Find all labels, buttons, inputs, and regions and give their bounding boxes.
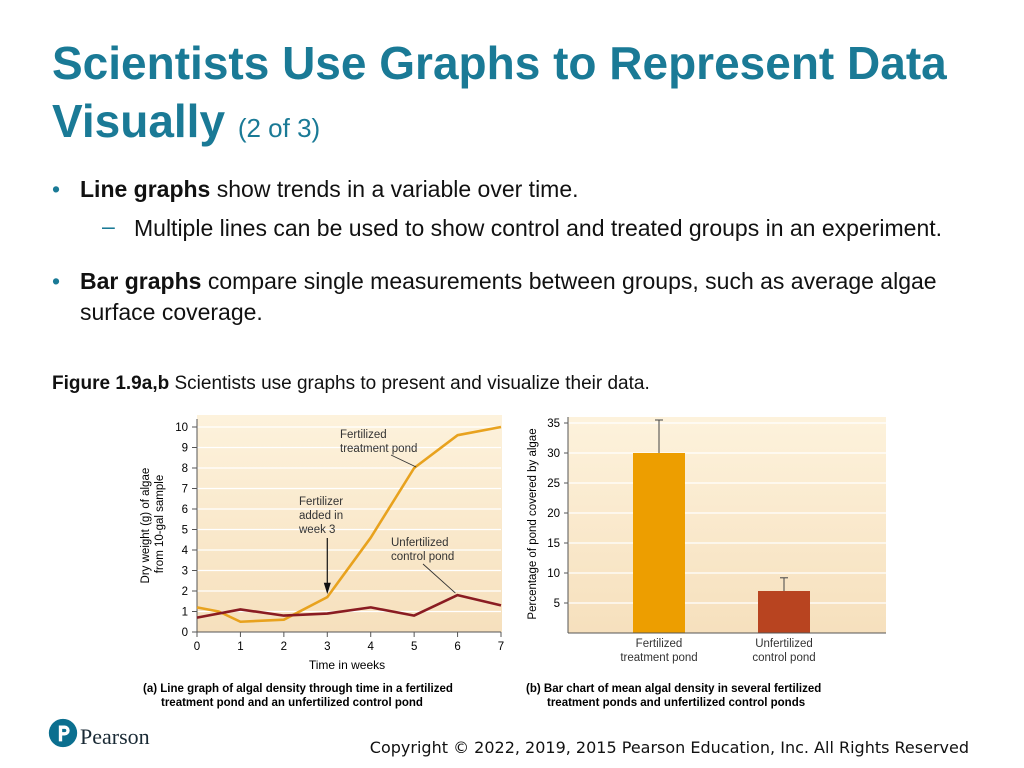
series-line-fertilized xyxy=(196,425,502,624)
pearson-wordmark: Pearson xyxy=(80,724,150,749)
chart-caption: (a) Line graph of algal density through … xyxy=(143,683,456,709)
annotation-line: Fertilizer xyxy=(299,496,343,508)
bullet-term: Line graphs xyxy=(80,176,211,202)
x-tick-label: 3 xyxy=(324,641,330,653)
chart-caption-line: Bar chart of mean algal density in sever… xyxy=(544,683,821,695)
bullet-term: Bar graphs xyxy=(80,268,202,294)
y-tick-label: 20 xyxy=(547,508,560,520)
pearson-logo xyxy=(48,718,78,748)
bullet-marker: • xyxy=(52,268,61,294)
x-tick-label: 0 xyxy=(194,641,200,653)
sub-bullet: – Multiple lines can be used to show cont… xyxy=(52,213,952,244)
y-tick-label: 35 xyxy=(547,418,560,430)
leader-line xyxy=(422,563,456,594)
x-tick-label: 1 xyxy=(237,641,243,653)
series-line-unfertilized xyxy=(196,593,502,619)
y-tick-label: 5 xyxy=(182,525,188,537)
bullet-line-graphs: • Line graphs show trends in a variable o… xyxy=(52,174,952,205)
category-label: Fertilized treatment pond xyxy=(620,638,697,664)
bullet-bar-graphs: • Bar graphs compare single measurements … xyxy=(52,266,952,328)
line-chart: 0 1 2 3 4 5 6 7 8 9 10 0 1 2 3 4 5 6 7 Fertilized treatment… xyxy=(140,415,504,709)
annotation-line: added in xyxy=(299,510,343,522)
sub-bullet-text: Multiple lines can be used to show contr… xyxy=(134,215,943,241)
y-axis-label: Dry weight (g) of algae from 10-gal samp… xyxy=(140,465,166,584)
bar xyxy=(633,453,685,633)
category-label: Unfertilized control pond xyxy=(752,638,815,664)
arrow-head xyxy=(323,582,331,595)
figure-label: Figure 1.9a,b xyxy=(52,373,170,394)
series-label: Unfertilized control pond xyxy=(391,537,454,563)
y-tick-label: 6 xyxy=(182,504,188,516)
category-label-line: Unfertilized xyxy=(755,638,813,650)
category-label-line: treatment pond xyxy=(620,652,697,664)
chart-caption-line: Line graph of algal density through time… xyxy=(160,683,453,695)
x-tick-label: 4 xyxy=(368,641,375,653)
y-tick-label: 4 xyxy=(182,545,189,557)
y-tick-label: 7 xyxy=(182,484,188,496)
series-label-line: Fertilized xyxy=(340,429,387,441)
bullet-marker: • xyxy=(52,176,61,202)
figure-caption-text: Scientists use graphs to present and vis… xyxy=(169,373,650,394)
page-title: Scientists Use Graphs to Represent Data … xyxy=(52,34,992,157)
x-tick-label: 2 xyxy=(281,641,287,653)
annotation-line: week 3 xyxy=(298,524,335,536)
category-label-line: Fertilized xyxy=(636,638,683,650)
chart-caption-line: treatment pond and an unfertilized contr… xyxy=(161,697,423,709)
y-tick-label: 3 xyxy=(182,566,188,578)
chart-caption: (b) Bar chart of mean algal density in s… xyxy=(526,683,824,709)
leader-line xyxy=(390,454,417,468)
x-tick-label: 5 xyxy=(411,641,417,653)
copyright-notice: Copyright © 2022, 2019, 2015 Pearson Edu… xyxy=(369,738,969,757)
x-tick-label: 6 xyxy=(454,641,460,653)
chart-caption-line: treatment ponds and unfertilized control… xyxy=(547,697,805,709)
y-axis-label-line: from 10-gal sample xyxy=(154,475,166,573)
x-axis-label: Time in weeks xyxy=(309,658,385,672)
bullet-list: • Line graphs show trends in a variable o… xyxy=(52,174,952,328)
bar xyxy=(758,591,810,633)
bar-chart: 5 10 15 20 25 30 35 Fertilized treatment pond Unf… xyxy=(526,417,886,709)
y-tick-label: 0 xyxy=(182,627,188,639)
title-main: Scientists Use Graphs to Represent Data … xyxy=(52,37,947,147)
chart-caption-label: (b) xyxy=(526,683,541,695)
category-label-line: control pond xyxy=(752,652,815,664)
bullet-text: compare single measurements between grou… xyxy=(80,268,937,325)
plot-background xyxy=(197,415,502,632)
y-axis-label: Percentage of pond covered by algae xyxy=(527,428,539,619)
annotation-label: Fertilizer added in week 3 xyxy=(298,496,343,536)
title-suffix: (2 of 3) xyxy=(237,113,321,143)
y-tick-label: 30 xyxy=(547,448,560,460)
series-label-line: control pond xyxy=(391,551,454,563)
x-tick-label: 7 xyxy=(498,641,504,653)
y-tick-label: 25 xyxy=(547,478,560,490)
series-label-line: treatment pond xyxy=(340,443,417,455)
y-tick-label: 15 xyxy=(547,538,560,550)
y-tick-label: 1 xyxy=(182,607,188,619)
y-tick-label: 9 xyxy=(182,443,188,455)
sub-bullet-marker: – xyxy=(102,213,115,239)
series-label-line: Unfertilized xyxy=(391,537,449,549)
plot-background xyxy=(568,417,886,633)
y-tick-label: 5 xyxy=(554,598,560,610)
y-tick-label: 10 xyxy=(175,422,188,434)
y-tick-label: 2 xyxy=(182,586,188,598)
bullet-text: show trends in a variable over time. xyxy=(210,176,579,202)
figure-caption: Figure 1.9a,b Scientists use graphs to p… xyxy=(52,373,650,395)
y-tick-label: 10 xyxy=(547,568,560,580)
y-tick-label: 8 xyxy=(182,463,188,475)
series-label: Fertilized treatment pond xyxy=(340,429,417,455)
chart-caption-label: (a) xyxy=(143,683,157,695)
y-axis-label-line: Dry weight (g) of algae xyxy=(140,468,152,584)
